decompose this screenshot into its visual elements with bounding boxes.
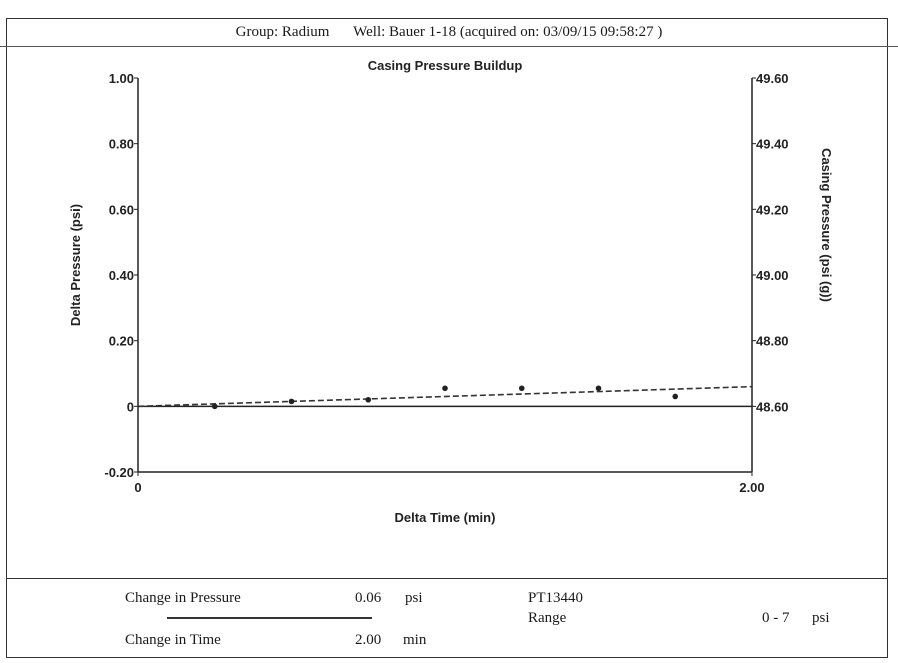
legend-fit-line [167,617,372,619]
x-tick-label: 0 [134,480,141,495]
range-unit: psi [812,610,830,626]
data-point [442,385,448,392]
y-axis-label: Delta Pressure (psi) [68,204,83,326]
fit-line [137,385,753,408]
change-time-unit: min [403,632,427,648]
y-tick-label: 0 [127,399,134,414]
report-header: Group: Radium Well: Bauer 1-18 (acquired… [0,24,898,47]
y2-tick-label: 49.00 [756,268,789,283]
well-label: Well: Bauer 1-18 (acquired on: 03/09/15 … [353,24,663,40]
change-pressure-unit: psi [405,590,423,606]
y2-tick-label: 49.20 [756,202,789,217]
y2-axis-label: Casing Pressure (psi (g)) [819,148,834,302]
y-tick-label: 1.00 [109,71,134,86]
y-tick-label: 0.80 [109,137,134,152]
data-point [672,393,679,400]
report-frame [6,18,888,658]
y2-tick-label: 48.60 [756,399,789,414]
data-point [365,396,372,403]
footer-divider [6,578,888,579]
data-point [518,385,525,392]
range-label: Range [528,610,567,626]
data-point [288,398,295,405]
y-tick-label: 0.60 [109,202,134,217]
y-tick-label: 0.40 [109,268,134,283]
chart-title: Casing Pressure Buildup [368,58,523,73]
range-value: 0 - 7 [762,610,790,626]
data-point [595,385,602,392]
x-tick-label: 2.00 [739,480,764,495]
y-tick-label: 0.20 [109,334,134,349]
sensor-id: PT13440 [528,590,584,606]
change-pressure-value: 0.06 [355,590,382,606]
y2-tick-label: 49.40 [756,137,789,152]
y-tick-label: -0.20 [104,465,134,480]
group-label: Group: Radium [235,24,330,40]
change-pressure-label: Change in Pressure [125,590,241,606]
y2-tick-label: 49.60 [756,71,789,86]
change-time-value: 2.00 [355,632,382,648]
y2-tick-label: 48.80 [756,334,789,349]
change-time-label: Change in Time [125,632,221,648]
x-axis-label: Delta Time (min) [395,510,496,525]
data-point [211,403,218,410]
